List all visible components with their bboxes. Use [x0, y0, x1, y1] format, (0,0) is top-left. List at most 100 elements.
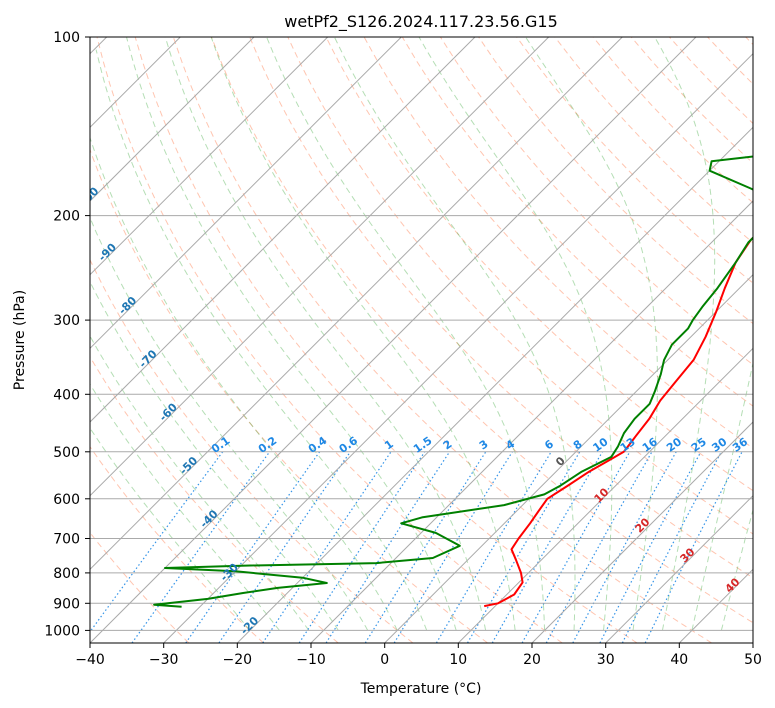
isotherm: [90, 37, 402, 350]
isotherm: [90, 37, 329, 276]
moist-adiabats: [90, 37, 753, 631]
isobar-gridlines: [90, 37, 753, 631]
moist-adiabat: [654, 37, 716, 631]
x-tick-label: −30: [149, 652, 179, 668]
y-axis-title: Pressure (hPa): [12, 290, 28, 390]
moist-adiabat: [333, 37, 576, 631]
x-tick-label: 20: [523, 652, 541, 668]
y-tick-label: 200: [53, 209, 80, 225]
dry-adiabat: [516, 37, 753, 284]
mixing-ratio-line: [325, 451, 451, 643]
moist-adiabat: [90, 383, 280, 631]
isotherm-label: -60: [157, 400, 180, 423]
mixing-ratio-label: 1.5: [411, 434, 434, 456]
dry-adiabat: [96, 37, 563, 643]
isotherm: [90, 37, 550, 497]
mixing-ratio-line: [644, 451, 743, 643]
x-axis: −40 −30 −20 −10 0 10 20 30 40 50: [75, 643, 762, 668]
sounding-series: [153, 155, 753, 608]
mixing-ratio-line: [599, 451, 702, 643]
moist-adiabat: [164, 37, 487, 631]
moist-adiabat: [691, 360, 753, 631]
dry-adiabat: [211, 37, 753, 624]
isotherm-label: -100: [73, 184, 102, 213]
dry-adiabat: [478, 37, 753, 325]
isotherm: [90, 37, 476, 423]
x-tick-label: 50: [744, 652, 762, 668]
mixing-ratio-label: 0.1: [209, 434, 232, 456]
y-tick-label: 800: [53, 566, 80, 582]
isotherm: [90, 37, 623, 571]
isotherm: [90, 37, 697, 643]
isotherm: [384, 273, 753, 643]
mixing-ratio-line: [90, 451, 224, 633]
moist-adiabat: [90, 427, 251, 631]
mixing-ratio-line: [435, 451, 552, 643]
isotherm-label: -40: [197, 507, 220, 530]
moist-adiabat: [210, 37, 516, 631]
dry-adiabat: [249, 37, 753, 579]
mixing-ratio-line: [521, 451, 631, 643]
y-axis: 100 200 300 400 500 600 700 800 900 1000: [44, 30, 90, 639]
mixing-ratio-label: 4: [504, 437, 518, 452]
isotherm: [531, 421, 753, 643]
isotherm-label: -50: [177, 454, 200, 477]
dry-adiabat: [90, 355, 339, 643]
mixing-ratio-line: [545, 451, 653, 643]
y-tick-label: 100: [53, 30, 80, 46]
x-tick-label: −10: [296, 652, 326, 668]
mixing-ratio-label: 0.6: [337, 434, 361, 456]
y-tick-label: 400: [53, 387, 80, 403]
dry-adiabat: [745, 37, 753, 46]
y-tick-label: 300: [53, 313, 80, 329]
mixing-ratio-label: 6: [542, 437, 556, 452]
mixing-ratio-line: [131, 451, 271, 643]
moist-adiabat-label: 40: [723, 575, 743, 595]
x-axis-title: Temperature (°C): [360, 681, 482, 697]
moist-adiabat-label: 30: [678, 545, 698, 565]
isotherm-label: -10: [258, 667, 281, 690]
mixing-ratio-line: [572, 451, 677, 643]
y-tick-label: 1000: [44, 623, 80, 639]
moist-adiabat: [90, 280, 339, 631]
y-tick-label: 600: [53, 492, 80, 508]
mixing-ratio-label: 2: [441, 437, 455, 452]
isotherm-label: -20: [238, 614, 261, 637]
moist-adiabat: [720, 508, 753, 631]
x-tick-label: −20: [223, 652, 253, 668]
mixing-ratio-line: [364, 451, 487, 643]
dry-adiabat: [287, 37, 753, 535]
isotherm-label: -30: [218, 561, 241, 584]
moist-adiabat: [95, 49, 428, 631]
isotherm: [310, 200, 753, 643]
dry-adiabat: [90, 148, 488, 643]
isotherm-label: -80: [116, 294, 139, 317]
mixing-ratio-line: [262, 451, 392, 643]
x-tick-label: 40: [670, 652, 688, 668]
mixing-ratio-line: [298, 451, 426, 643]
x-tick-label: 0: [380, 652, 389, 668]
mixing-ratio-label: 3: [477, 437, 491, 452]
y-tick-label: 900: [53, 596, 80, 612]
plot-area: 0.1 0.2 0.4 0.6 1 1.5 2 3 4 6 8 10 13 16 20 25 30 36-100-…: [73, 37, 753, 690]
isotherm-gridlines: [90, 37, 753, 643]
moist-adiabat: [418, 37, 613, 631]
dry-adiabat: [90, 531, 190, 643]
x-tick-label: 10: [449, 652, 467, 668]
y-tick-label: 500: [53, 445, 80, 461]
dry-adiabats: [90, 37, 753, 643]
dry-adiabat: [90, 445, 264, 643]
x-tick-label: −40: [75, 652, 105, 668]
chart-title: wetPf2_S126.2024.117.23.56.G15: [284, 12, 558, 32]
dewpoint-line: [153, 155, 753, 608]
plot-frame: [89, 36, 754, 644]
y-tick-label: 700: [53, 532, 80, 548]
isotherm: [605, 494, 753, 643]
mixing-ratio-lines: [90, 451, 743, 643]
dry-adiabat: [325, 37, 753, 492]
isotherm: [457, 347, 753, 643]
isotherm: [752, 642, 753, 643]
moist-adiabat-label: 20: [633, 515, 653, 535]
moist-adiabat: [126, 37, 457, 631]
mixing-ratio-line: [185, 451, 321, 643]
